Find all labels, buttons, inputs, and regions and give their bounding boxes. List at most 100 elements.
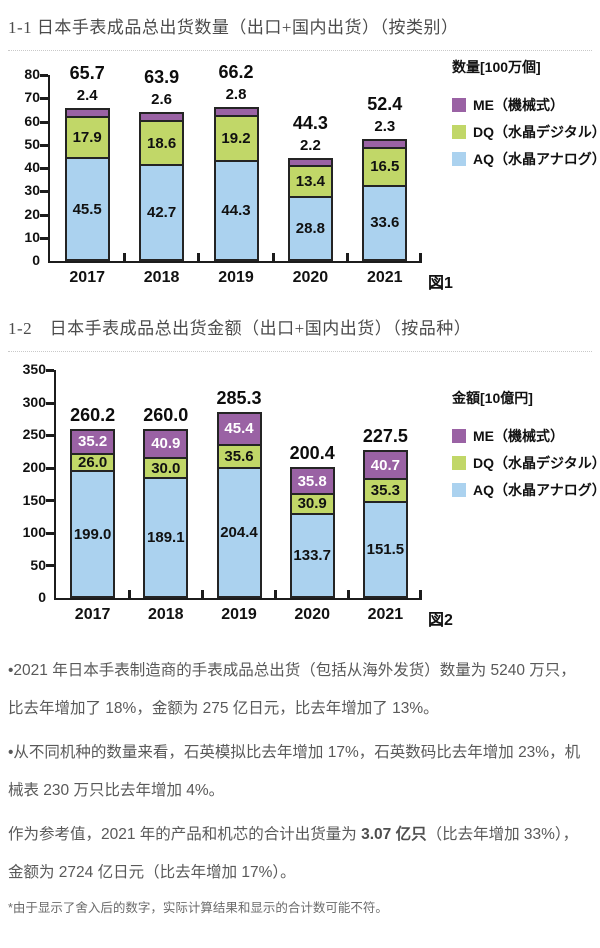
section-title-quantity: 1-1 日本手表成品总出货数量（出口+国内出货）（按类别） [8,0,592,51]
x-axis-end-tick [419,590,422,598]
figure-amount: 0 50 100 150 200 250 300 350 2017 35.2 26.0 199.0 26… [8,354,600,636]
amount-legend: 金額[10億円] ME（機械式） DQ（水晶デジタル） AQ（水晶アナログ） [452,388,600,500]
legend-item-label: DQ（水晶デジタル） [473,124,600,140]
segment-DQ-2017: 17.9 [66,115,108,158]
y-axis-label: 80 [24,66,40,83]
legend-item-ME: ME（機械式） [452,426,600,446]
category-label: 2017 [74,606,111,623]
summary-text: •2021 年日本手表制造商的手表成品总出货（包括从海外发货）数量为 5240 … [8,652,586,918]
segment-ME-2018: 40.9 [145,430,187,458]
y-axis-tick [46,564,54,568]
legend-item-label: ME（機械式） [473,97,564,113]
segment-AQ-2017: 45.5 [66,157,108,259]
x-axis-tick [347,590,351,598]
category-label: 2018 [143,269,180,286]
bar-2017: 17.9 45.5 [64,108,110,261]
x-axis-end-tick [419,253,422,261]
total-label: 227.5 [362,425,408,446]
y-axis-tick [40,74,48,77]
bar-2019: 19.2 44.3 [213,106,259,261]
y-axis-label: 150 [22,491,46,508]
me-value-label: 2.4 [76,87,98,105]
paragraph3-highlight: 3.07 亿只 [361,825,427,843]
y-axis-label: 30 [24,182,40,199]
category-label: 2021 [367,606,404,623]
amount-bar-chart: 0 50 100 150 200 250 300 350 2017 35.2 26.0 199.0 26… [23,361,422,623]
legend-swatch-icon [452,429,466,443]
y-axis-tick [40,143,48,147]
me-value-label: 2.3 [374,118,396,136]
segment-ME-2019: 45.4 [218,414,260,444]
segment-ME-2021: 40.7 [364,451,406,479]
y-axis-label: 60 [24,112,40,129]
figure2-caption: 図2 [428,612,453,629]
y-axis-tick [46,369,54,372]
bar-2018: 40.9 30.0 189.1 [143,428,189,598]
segment-DQ-2018: 18.6 [141,120,183,164]
category-label: 2020 [294,606,330,623]
segment-DQ-2017: 26.0 [72,453,114,470]
legend-item-DQ: DQ（水晶デジタル） [452,453,600,473]
category-label: 2021 [366,269,403,286]
x-axis-tick [274,590,278,598]
segment-DQ-2018: 30.0 [145,457,187,477]
quantity-bar-chart: 0 10 20 30 40 50 60 70 80 2017 17.9 45.5 2.4 65.7 2018… [24,63,422,286]
total-label: 66.2 [218,61,254,82]
paragraph3-prefix: 作为参考值，2021 年的产品和机芯的合计出货量为 [8,825,362,843]
segment-DQ-2021: 35.3 [364,478,406,502]
bar-2020: 13.4 28.8 [287,157,333,261]
legend-swatch-icon [452,125,466,139]
y-axis-label: 50 [30,556,46,573]
category-label: 2019 [218,269,254,286]
x-axis-tick [346,253,350,261]
legend-item-AQ: AQ（水晶アナログ） [452,480,600,500]
category-label: 2019 [221,606,257,623]
segment-AQ-2021: 151.5 [364,501,406,596]
x-axis-tick [122,253,126,261]
y-axis-tick [40,213,48,217]
x-axis-tick [200,590,204,598]
segment-AQ-2018: 42.7 [141,163,183,259]
segment-AQ-2020: 133.7 [291,512,333,596]
y-axis-tick [40,190,48,194]
legend-item-label: DQ（水晶デジタル） [473,455,600,471]
legend-item-DQ: DQ（水晶デジタル） [452,122,600,142]
figure-quantity: 0 10 20 30 40 50 60 70 80 2017 17.9 45.5 2.4 65.7 2018… [8,53,600,301]
quantity-legend: 数量[100万個] ME（機械式） DQ（水晶デジタル） AQ（水晶アナログ） [452,57,600,169]
segment-ME-2018 [141,114,183,121]
y-axis-label: 0 [38,589,46,606]
me-value-label: 2.2 [299,136,321,154]
y-axis-label: 0 [32,252,40,269]
legend-item-ME: ME（機械式） [452,95,600,115]
y-axis-label: 50 [24,135,40,152]
x-axis-tick [271,253,275,261]
segment-ME-2017 [66,110,108,116]
segment-DQ-2020: 30.9 [291,492,333,513]
category-label: 2020 [292,269,329,286]
y-axis-label: 100 [22,524,46,541]
y-axis-tick [40,97,48,101]
segment-AQ-2020: 28.8 [289,196,331,259]
y-axis-label: 250 [22,426,46,443]
body-paragraph-2: •从不同机种的数量来看，石英模拟比去年增加 17%，石英数码比去年增加 23%，… [8,743,581,799]
y-axis-tick [46,466,54,470]
segment-DQ-2019: 35.6 [218,443,260,467]
legend-swatch-icon [452,456,466,470]
y-axis-label: 200 [22,458,46,475]
y-axis-label: 350 [22,361,46,378]
legend-item-label: ME（機械式） [473,428,564,444]
y-axis-label: 20 [24,205,40,222]
section-title-amount: 1-2 日本手表成品总出货金额（出口+国内出货）（按品种） [8,301,592,352]
legend-items: ME（機械式） DQ（水晶デジタル） AQ（水晶アナログ） [452,95,600,169]
segment-ME-2020: 35.8 [291,469,333,493]
me-value-label: 2.8 [225,85,247,103]
legend-swatch-icon [452,98,466,112]
y-axis-label: 70 [24,89,40,106]
segment-AQ-2021: 33.6 [364,184,406,259]
y-axis-tick [46,531,54,535]
total-label: 260.0 [143,404,189,425]
y-axis-tick [46,434,54,438]
paragraph3-suffix: （比去年增加 33%），金额为 2724 亿日元（比去年增加 17%）。 [8,825,579,881]
legend-item-label: AQ（水晶アナログ） [473,482,600,498]
rounding-footnote: *由于显示了舍入后的数字，实际计算结果和显示的合计数可能不符。 [8,900,388,915]
